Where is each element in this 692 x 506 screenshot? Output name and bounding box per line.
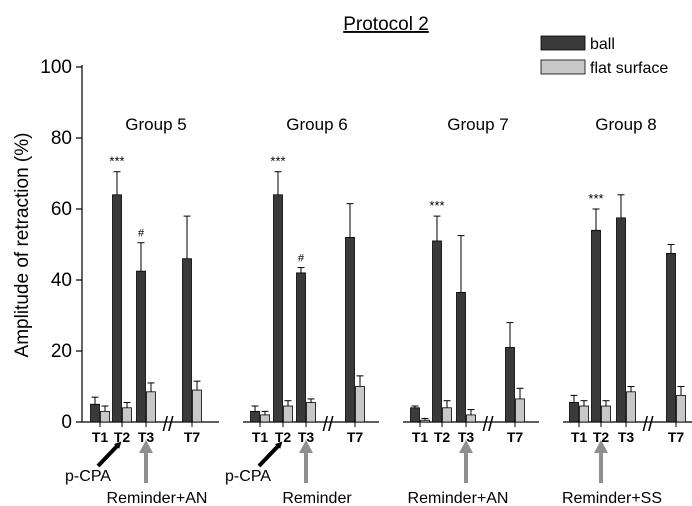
arrow-label: Reminder+AN <box>107 490 208 506</box>
x-tick-label: T7 <box>184 429 201 445</box>
bar-ball-group-5-t1 <box>90 403 100 423</box>
legend-swatch-ball <box>540 35 586 51</box>
bar-ball-group-7-t7 <box>505 347 515 423</box>
bar-flat-surface-group-8-t7 <box>676 394 686 423</box>
bar-flat-surface-group-7-t2 <box>442 407 452 423</box>
arrow-black <box>257 441 283 468</box>
arrow-label: Reminder <box>282 490 352 506</box>
bars <box>90 171 686 423</box>
bar-flat-surface-group-7-t1 <box>420 419 430 423</box>
x-tick-label: T7 <box>668 429 685 445</box>
significance-stars: *** <box>109 154 124 169</box>
bar-flat-surface-group-7-t3 <box>466 414 476 423</box>
significance-hash: # <box>298 253 305 265</box>
x-tick-label: T1 <box>412 429 429 445</box>
x-tick-label: T2 <box>593 429 610 445</box>
bar-flat-surface-group-5-t3 <box>146 391 156 423</box>
x-tick-label: T3 <box>298 429 315 445</box>
y-tick-label: 40 <box>51 270 72 291</box>
annotations: Group 5 *** # p-CPA Reminder+AN Group 6 *** # p-… <box>65 115 662 506</box>
bar-ball-group-6-t2 <box>273 194 283 423</box>
bar-ball-group-6-t1 <box>250 410 260 423</box>
significance-stars: *** <box>588 191 603 206</box>
y-tick-label: 20 <box>51 341 72 362</box>
bar-ball-group-7-t3 <box>456 292 466 423</box>
legend-label-flat-surface: flat surface <box>590 60 668 77</box>
y-axis-label: Amplitude of retraction (%) <box>12 133 33 358</box>
x-tick-label: T1 <box>252 429 269 445</box>
bar-ball-group-8-t2 <box>591 229 601 423</box>
bar-ball-group-7-t1 <box>410 407 420 423</box>
bar-ball-group-7-t2 <box>432 240 442 423</box>
bar-flat-surface-group-6-t7 <box>355 386 365 423</box>
y-tick-label: 80 <box>51 128 72 149</box>
group-label: Group 7 <box>447 115 508 134</box>
bar-ball-group-8-t7 <box>666 252 676 423</box>
arrow-gray-head <box>459 440 473 453</box>
bar-flat-surface-group-5-t7 <box>192 389 202 423</box>
arrow-label: Reminder+AN <box>408 490 509 506</box>
y-tick-label: 60 <box>51 199 72 220</box>
bar-ball-group-8-t3 <box>616 217 626 423</box>
axis-break-marker: // <box>642 414 654 436</box>
x-tick-labels: T1 T2 T3 T7 T1 T2 T3 T7 T1 T2 T3 T7 T1 T2 T3 T7 <box>92 429 685 445</box>
legend: ball flat surface <box>540 35 668 77</box>
x-tick-label: T2 <box>114 429 131 445</box>
y-tick-label: 100 <box>40 57 72 78</box>
bar-flat-surface-group-6-t1 <box>260 414 270 423</box>
axis-break-marker: // <box>482 414 494 436</box>
arrow-label: p-CPA <box>225 468 271 485</box>
significance-hash: # <box>138 228 145 240</box>
arrow-label: p-CPA <box>65 468 111 485</box>
legend-label-ball: ball <box>590 36 615 53</box>
bar-ball-group-6-t7 <box>345 236 355 423</box>
bar-flat-surface-group-5-t2 <box>122 407 132 423</box>
group-label: Group 5 <box>125 115 186 134</box>
bar-flat-surface-group-6-t2 <box>283 405 293 423</box>
axis-break-marker: // <box>322 414 334 436</box>
x-tick-label: T1 <box>92 429 109 445</box>
x-tick-label: T7 <box>347 429 364 445</box>
bar-flat-surface-group-6-t3 <box>306 402 316 423</box>
bar-ball-group-6-t3 <box>296 272 306 423</box>
y-tick-label: 0 <box>61 412 72 433</box>
significance-stars: *** <box>429 198 444 213</box>
x-tick-label: T3 <box>458 429 475 445</box>
bar-flat-surface-group-8-t3 <box>626 391 636 423</box>
arrow-label: Reminder+SS <box>562 490 662 506</box>
legend-swatch-flat-surface <box>540 59 586 75</box>
bar-flat-surface-group-5-t1 <box>100 410 110 423</box>
x-tick-label: T7 <box>507 429 524 445</box>
x-tick-label: T3 <box>618 429 635 445</box>
axis-break-marker: // <box>162 414 174 436</box>
bar-ball-group-8-t1 <box>569 402 579 423</box>
arrow-black <box>96 441 122 468</box>
x-tick-label: T1 <box>571 429 588 445</box>
group-label: Group 6 <box>286 115 347 134</box>
arrow-gray-head <box>594 440 608 453</box>
bar-ball-group-5-t3 <box>136 270 146 423</box>
x-tick-label: T2 <box>275 429 292 445</box>
bar-ball-group-5-t7 <box>182 258 192 423</box>
arrow-gray-head <box>139 440 153 453</box>
group-label: Group 8 <box>595 115 656 134</box>
significance-stars: *** <box>270 154 285 169</box>
chart-title: Protocol 2 <box>343 14 429 35</box>
bar-ball-group-5-t2 <box>112 194 122 423</box>
x-tick-label: T3 <box>138 429 155 445</box>
arrow-gray-head <box>299 440 313 453</box>
bar-flat-surface-group-8-t2 <box>601 405 611 423</box>
x-tick-label: T2 <box>434 429 451 445</box>
bar-flat-surface-group-8-t1 <box>579 405 589 423</box>
bar-flat-surface-group-7-t7 <box>515 398 525 423</box>
